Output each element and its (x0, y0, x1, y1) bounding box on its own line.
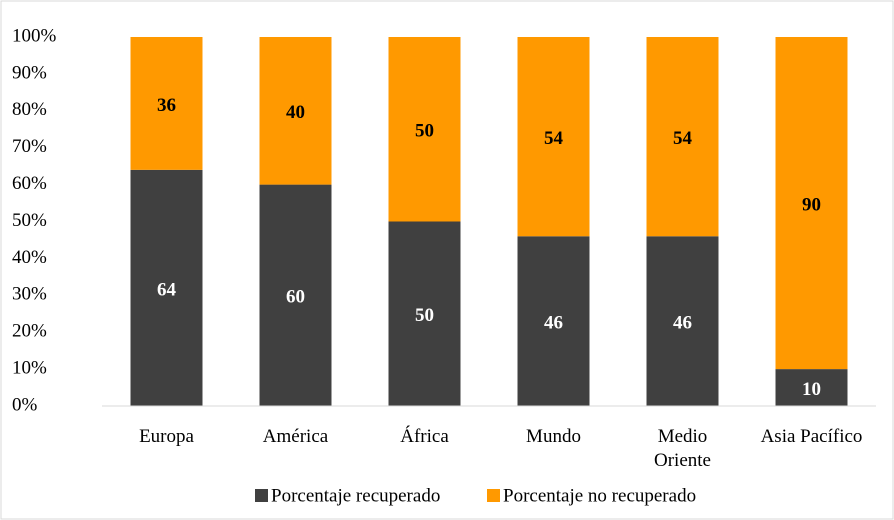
x-tick-label: Mundo (526, 426, 581, 447)
bar-segment (130, 169, 203, 406)
bar-segment (259, 184, 332, 406)
data-label: 10 (802, 379, 821, 400)
bar-segment (517, 37, 590, 237)
y-tick-label: 100% (12, 25, 57, 46)
bar-segment (388, 221, 461, 406)
data-label: 64 (157, 279, 177, 300)
bar-segment (259, 37, 332, 185)
data-label: 46 (544, 312, 563, 333)
legend-swatch (255, 489, 268, 502)
y-tick-label: 90% (12, 62, 47, 83)
legend-swatch (487, 489, 500, 502)
y-tick-label: 30% (12, 284, 47, 305)
data-label: 54 (544, 128, 564, 149)
bar-segment (130, 37, 203, 170)
data-label: 54 (673, 128, 693, 149)
bar-segment (775, 369, 848, 406)
y-tick-label: 60% (12, 173, 47, 194)
y-tick-label: 20% (12, 321, 47, 342)
x-tick-label: África (400, 426, 449, 447)
y-tick-label: 70% (12, 136, 47, 157)
y-tick-label: 10% (12, 357, 47, 378)
bar-segment (646, 236, 719, 406)
bar-segment (775, 37, 848, 370)
bar-segment (517, 236, 590, 406)
x-tick-label: Medio Oriente (654, 426, 711, 471)
y-tick-label: 80% (12, 99, 47, 120)
bar-segment (646, 37, 719, 237)
y-tick-label: 0% (12, 394, 38, 415)
x-tick-label: América (262, 426, 329, 447)
data-label: 40 (286, 102, 305, 123)
data-label: 46 (673, 312, 692, 333)
data-label: 50 (415, 305, 434, 326)
y-tick-label: 50% (12, 210, 47, 231)
data-label: 60 (286, 287, 305, 308)
x-tick-label: Asia Pacífico (760, 426, 863, 447)
data-label: 90 (802, 194, 821, 215)
data-label: 36 (157, 95, 176, 116)
y-tick-label: 40% (12, 247, 47, 268)
legend-label: Porcentaje recuperado (271, 485, 440, 506)
legend-label: Porcentaje no recuperado (503, 485, 696, 506)
bar-segment (388, 37, 461, 222)
data-label: 50 (415, 121, 434, 142)
x-tick-label: Europa (139, 426, 194, 447)
